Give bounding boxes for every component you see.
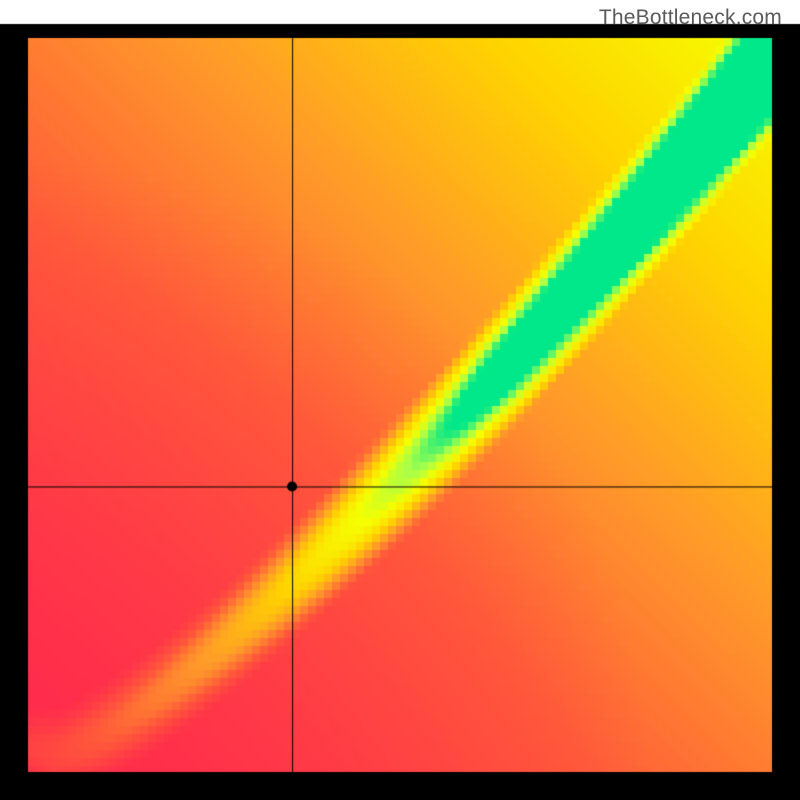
- bottleneck-heatmap: [0, 0, 800, 800]
- watermark-text: TheBottleneck.com: [599, 6, 782, 30]
- chart-container: TheBottleneck.com: [0, 0, 800, 800]
